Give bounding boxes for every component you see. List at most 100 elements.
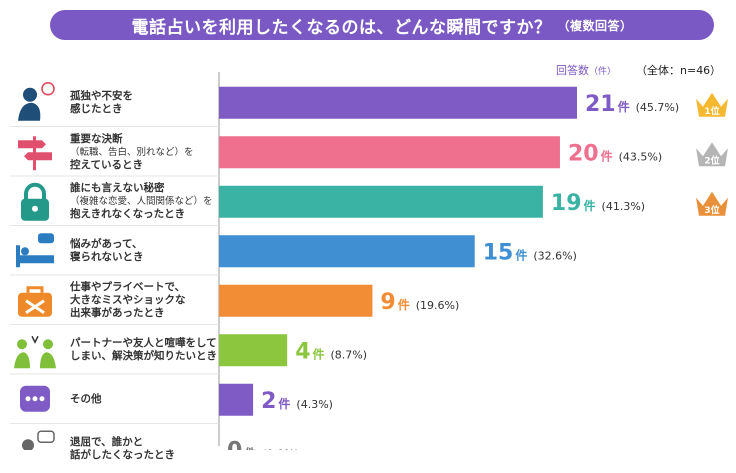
bar (219, 86, 577, 119)
data-label-value: 19 (551, 191, 582, 216)
icon-shape (31, 335, 39, 344)
icon-shape (24, 152, 52, 161)
icon-shape (40, 352, 56, 369)
briefcase-tools-icon (18, 286, 52, 317)
rank-crown-icon: 3位 (696, 191, 728, 216)
category-label-line: 仕事やプライベートで、 (70, 281, 186, 294)
category-label-text: 誰にも言えない秘密 （複雑な恋愛、人間関係など）を 抱えきれなくなったとき (70, 182, 213, 221)
signpost-icon (18, 136, 52, 171)
category-label-line: パートナーや友人と喧嘩をして (70, 337, 217, 350)
icon-shape (18, 140, 46, 149)
total-respondents: （全体：n=46） (636, 64, 722, 77)
category-label: 悩みがあって、 寝られないとき (70, 227, 220, 275)
category-label-line: 出来事があったとき (70, 307, 165, 320)
category-label-line: 退屈で、誰かと (70, 436, 144, 449)
unit-label-small: （件） (589, 67, 617, 77)
icon-shape (22, 439, 34, 450)
sleepless-bed-icon (16, 233, 54, 268)
data-label: 0件 (0.0%) (227, 438, 299, 450)
crown-shape (696, 191, 728, 216)
category-label-line: 悩みがあって、 (70, 238, 143, 251)
icon-shape (32, 396, 38, 402)
data-label-percent: (41.3%) (602, 200, 646, 213)
category-label: 仕事やプライベートで、 大きなミスやショックな 出来事があったとき (70, 277, 220, 325)
lonely-person-icon (18, 82, 55, 121)
speech-bubble-dots-icon (20, 385, 50, 412)
category-label: 誰にも言えない秘密 （複雑な恋愛、人間関係など）を 抱えきれなくなったとき (70, 178, 220, 226)
data-label-value: 21 (585, 92, 616, 117)
category-label: 重要な決断 （転職、告白、別れなど）を 控えているとき (70, 128, 220, 176)
data-label-value: 20 (568, 141, 599, 166)
crown-shape (696, 92, 728, 117)
category-label-line: 大きなミスやショックな (70, 294, 186, 307)
category-label-line: 控えているとき (70, 158, 143, 171)
category-label-line: 重要な決断 (70, 132, 123, 145)
category-label-text: 孤独や不安を 感じたとき (70, 90, 133, 116)
chatting-person-icon (22, 430, 55, 450)
bar (219, 185, 543, 218)
data-label-unit: 件 (584, 198, 596, 213)
icon-shape (21, 247, 29, 256)
data-label-percent: (45.7%) (636, 101, 680, 114)
data-label-unit: 件 (618, 99, 630, 114)
category-label-line: （転職、告白、別れなど）を (70, 146, 194, 158)
icon-shape (25, 396, 31, 402)
padlock-icon (21, 182, 49, 221)
unit-label-text: 回答数 (556, 64, 589, 77)
bar (219, 284, 373, 317)
data-label: 20 件 (43.5%) (568, 141, 662, 166)
data-label-percent: (43.5%) (619, 150, 663, 163)
category-label: その他 (70, 376, 220, 424)
category-label-text: 悩みがあって、 寝られないとき (70, 238, 144, 264)
data-label-percent: (32.6%) (533, 249, 577, 262)
rank-crown-icon: 2位 (696, 142, 728, 167)
crown-shape (696, 142, 728, 167)
rank-crown-icon: 1位 (696, 92, 728, 117)
data-label: 15 件 (32.6%) (483, 240, 577, 265)
data-label-percent: (19.6%) (416, 299, 460, 312)
icon-shape (16, 255, 54, 264)
chart-title-main: 電話占いを利用したくなるのは、どんな瞬間ですか？ (131, 17, 552, 38)
icon-shape (32, 205, 38, 212)
category-label-line: 感じたとき (70, 102, 123, 115)
data-label-unit: 件 (601, 148, 613, 163)
icon-shape (41, 82, 55, 96)
icon-shape (18, 102, 41, 121)
data-label-value: 9 (380, 290, 395, 315)
icon-shape (39, 396, 45, 402)
data-label-value: 15 (483, 240, 514, 265)
data-label-percent: (0.0%) (262, 447, 299, 450)
unit-label: 回答数（件） (556, 62, 616, 78)
category-label: パートナーや友人と喧嘩をして しまい、解決策が知りたいとき (70, 326, 220, 374)
icon-shape (14, 352, 30, 369)
category-label: 孤独や不安を 感じたとき (70, 79, 220, 127)
rank-label: 2位 (704, 154, 719, 166)
icon-shape (16, 245, 20, 268)
category-label-line: 孤独や不安を (70, 89, 133, 102)
data-label-unit: 件 (244, 445, 256, 450)
icon-shape (38, 233, 54, 244)
data-label-unit: 件 (313, 346, 325, 361)
data-label: 2 件 (4.3%) (261, 389, 333, 414)
data-label: 19 件 (41.3%) (551, 191, 645, 216)
data-label-unit: 件 (278, 396, 290, 411)
data-label-value: 0 (227, 438, 242, 450)
category-label-line: 抱えきれなくなったとき (70, 208, 186, 221)
bar (219, 235, 475, 268)
data-label-percent: (8.7%) (331, 348, 368, 361)
category-label-line: 話がしたくなったとき (70, 449, 175, 462)
icon-shape (23, 87, 37, 102)
data-label: 21 件 (45.7%) (585, 92, 679, 117)
data-label-value: 4 (295, 339, 310, 364)
category-label-text: 重要な決断 （転職、告白、別れなど）を 控えているとき (70, 133, 194, 172)
category-label-line: 誰にも言えない秘密 (70, 182, 165, 195)
bar (219, 136, 560, 169)
chart-title-sub: （複数回答） (557, 18, 633, 33)
chart-title: 電話占いを利用したくなるのは、どんな瞬間ですか？ （複数回答） (50, 10, 714, 40)
rank-label: 3位 (704, 204, 719, 216)
data-label-value: 2 (261, 389, 276, 414)
bar (219, 383, 254, 416)
icon-shape (17, 339, 27, 350)
data-label-unit: 件 (515, 247, 527, 262)
